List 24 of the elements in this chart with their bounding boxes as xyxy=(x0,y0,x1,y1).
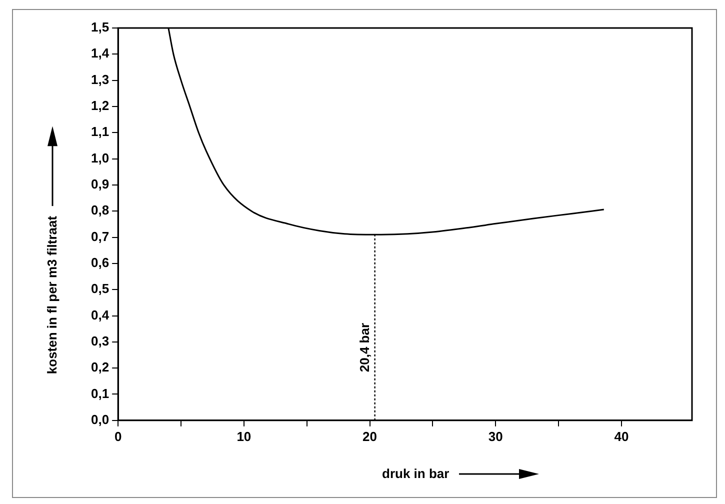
y-tick-label: 0,0 xyxy=(90,412,110,427)
x-tick-label: 40 xyxy=(614,428,629,444)
y-axis-title: kosten in fl per m3 filtraat xyxy=(44,216,60,374)
y-tick-label: 0,6 xyxy=(90,255,110,270)
ref-line-label: 20,4 bar xyxy=(356,322,372,372)
y-tick-label: 0,9 xyxy=(90,176,110,192)
y-tick-label: 1,2 xyxy=(90,98,110,114)
y-tick-label: 1,1 xyxy=(90,124,110,140)
x-tick-label: 30 xyxy=(488,428,503,444)
y-tick-label: 0,8 xyxy=(90,202,110,218)
x-axis-title: druk in bar xyxy=(382,466,450,481)
y-tick-label: 0,3 xyxy=(90,334,110,348)
y-tick-label: 0,1 xyxy=(90,386,110,401)
y-tick-label: 0,4 xyxy=(90,307,110,322)
x-tick-label: 0 xyxy=(114,428,122,444)
x-tick-label: 20 xyxy=(362,428,378,444)
y-tick-label: 1,0 xyxy=(90,150,110,166)
y-tick-label: 0,2 xyxy=(90,360,110,375)
y-tick-label: 1,5 xyxy=(90,20,110,35)
y-tick-label: 0,5 xyxy=(90,281,110,296)
y-tick-label: 1,3 xyxy=(90,72,110,87)
x-tick-label: 10 xyxy=(236,428,252,444)
y-tick-label: 1,4 xyxy=(90,46,110,61)
y-tick-label: 0,7 xyxy=(90,228,110,244)
